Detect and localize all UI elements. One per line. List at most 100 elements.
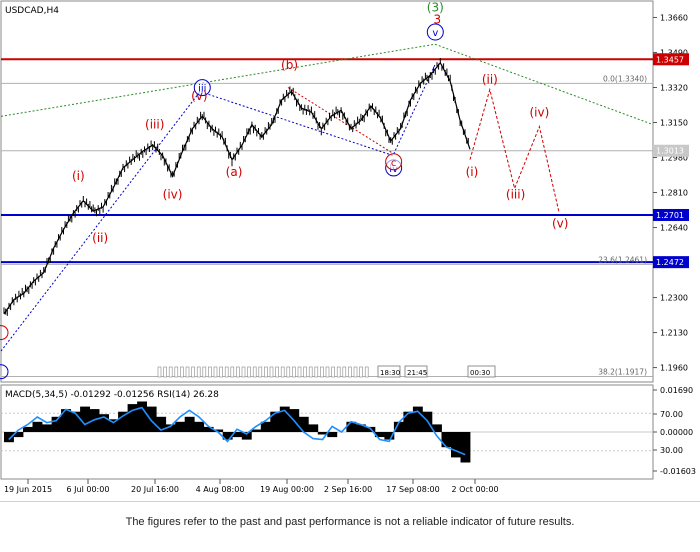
- y-tick-label: 1.3490: [660, 48, 688, 57]
- indicator-tick-label: -0.01603: [660, 467, 696, 476]
- macd-bar: [346, 421, 357, 432]
- wave-label: (iii): [506, 188, 525, 202]
- time-stub-tick: [264, 366, 268, 378]
- time-stub-tick: [269, 366, 274, 378]
- time-stub-tick: [219, 366, 223, 378]
- macd-bar: [327, 432, 338, 438]
- wave-label-circle: [385, 153, 403, 171]
- time-stub-label: 21:45: [407, 369, 427, 377]
- wave-label: (iv): [163, 188, 183, 202]
- macd-bar: [146, 406, 157, 432]
- chart-title: USDCAD,H4: [5, 6, 59, 16]
- macd-bar: [108, 419, 119, 432]
- time-stub-tick: [342, 366, 347, 378]
- time-stub-tick: [314, 366, 319, 378]
- wave-label-circle: [426, 23, 444, 41]
- time-stub-box: [377, 365, 401, 378]
- macd-bar: [127, 404, 138, 432]
- macd-bar: [99, 414, 109, 432]
- macd-bar: [317, 432, 328, 435]
- macd-bar: [374, 432, 385, 438]
- y-tick-label: 1.3150: [660, 119, 688, 128]
- main-chart-layer: 0.0(1.3340) 23.6(1.2461) 38.2(1.1917) (3)3v…: [0, 0, 654, 380]
- macd-bar: [61, 409, 71, 432]
- time-stub-tick: [224, 366, 229, 378]
- wave-label: (3): [427, 0, 444, 14]
- wave-label: (i): [466, 165, 479, 179]
- time-stub-tick: [230, 366, 235, 378]
- y-tick-label: 1.2810: [660, 189, 688, 198]
- price-line: [3, 61, 471, 315]
- time-stub-tick: [258, 366, 263, 378]
- wave-edge-marker: [0, 364, 9, 380]
- time-stub-tick: [213, 366, 218, 378]
- time-stub-tick: [353, 366, 358, 378]
- level-price-label: 1.3013: [656, 147, 684, 156]
- time-stub-tick: [320, 366, 324, 378]
- macd-bar: [42, 424, 52, 432]
- macd-bar: [70, 411, 81, 432]
- rsi-line: [8, 406, 466, 456]
- footer-separator: [0, 501, 700, 502]
- wave-label-circle: [193, 79, 211, 97]
- x-tick-label: 4 Aug 08:00: [196, 485, 245, 494]
- time-stub-box: [404, 365, 428, 378]
- forecast-path: [469, 87, 560, 214]
- time-stub-tick: [241, 366, 246, 378]
- macd-bar: [355, 424, 366, 432]
- wave-edge-marker: [0, 325, 9, 341]
- macd-bar: [412, 406, 423, 432]
- level-price-label: 1.3457: [656, 55, 684, 64]
- level-price-box: [653, 53, 689, 66]
- time-stub-tick: [191, 366, 195, 378]
- time-stub-tick: [308, 366, 313, 378]
- macd-bar: [184, 416, 195, 432]
- macd-bar: [451, 432, 461, 458]
- wave-label: v: [432, 28, 438, 39]
- time-stub-tick: [280, 366, 285, 378]
- wave-label: (a): [226, 165, 243, 179]
- time-stub-tick: [202, 366, 207, 378]
- fibonacci-label: 0.0(1.3340): [603, 74, 647, 83]
- y-tick-label: 1.3660: [660, 13, 688, 22]
- x-tick-label: 6 Jul 00:00: [67, 485, 110, 494]
- macd-bar: [308, 424, 319, 432]
- main-plot-frame: [0, 0, 654, 383]
- y-tick-label: 1.2980: [660, 154, 688, 163]
- wave-label: (i): [72, 169, 85, 183]
- macd-bar: [80, 406, 90, 432]
- x-tick-label: 19 Aug 00:00: [260, 485, 314, 494]
- indicator-tick-label: 0.01690: [660, 386, 693, 395]
- macd-bar: [213, 429, 224, 432]
- time-stub-label: 18:30: [380, 369, 400, 377]
- macd-bar: [260, 421, 271, 432]
- time-stub-tick: [252, 366, 257, 378]
- time-stub-tick: [163, 366, 167, 378]
- wave-label: (iv): [529, 105, 549, 119]
- time-stub-tick: [331, 366, 335, 378]
- time-stub-tick: [303, 366, 307, 378]
- wave-line: [0, 64, 436, 352]
- level-price-label: 1.2472: [656, 258, 684, 267]
- y-tick-label: 1.3320: [660, 83, 688, 92]
- macd-bar: [118, 411, 128, 432]
- time-stub-tick: [174, 366, 179, 378]
- macd-bar: [403, 411, 414, 432]
- wave-label: (ii): [92, 231, 108, 245]
- macd-bar: [165, 424, 176, 432]
- macd-bar: [393, 421, 404, 432]
- macd-bar: [194, 421, 205, 432]
- indicator-tick-label: 0.00000: [660, 428, 693, 437]
- time-stub-tick: [208, 366, 212, 378]
- macd-bar: [432, 424, 442, 432]
- y-tick-label: 1.2640: [660, 224, 688, 233]
- disclaimer-text: The figures refer to the past and past p…: [125, 516, 575, 528]
- wave-label: (v): [191, 89, 207, 103]
- indicator-layer: [1, 401, 653, 463]
- macd-bar: [232, 432, 243, 438]
- fibonacci-label: 23.6(1.2461): [598, 255, 647, 264]
- macd-bar: [279, 406, 290, 432]
- macd-bar: [32, 421, 43, 432]
- time-stub-tick: [196, 366, 201, 378]
- time-stub-tick: [336, 366, 341, 378]
